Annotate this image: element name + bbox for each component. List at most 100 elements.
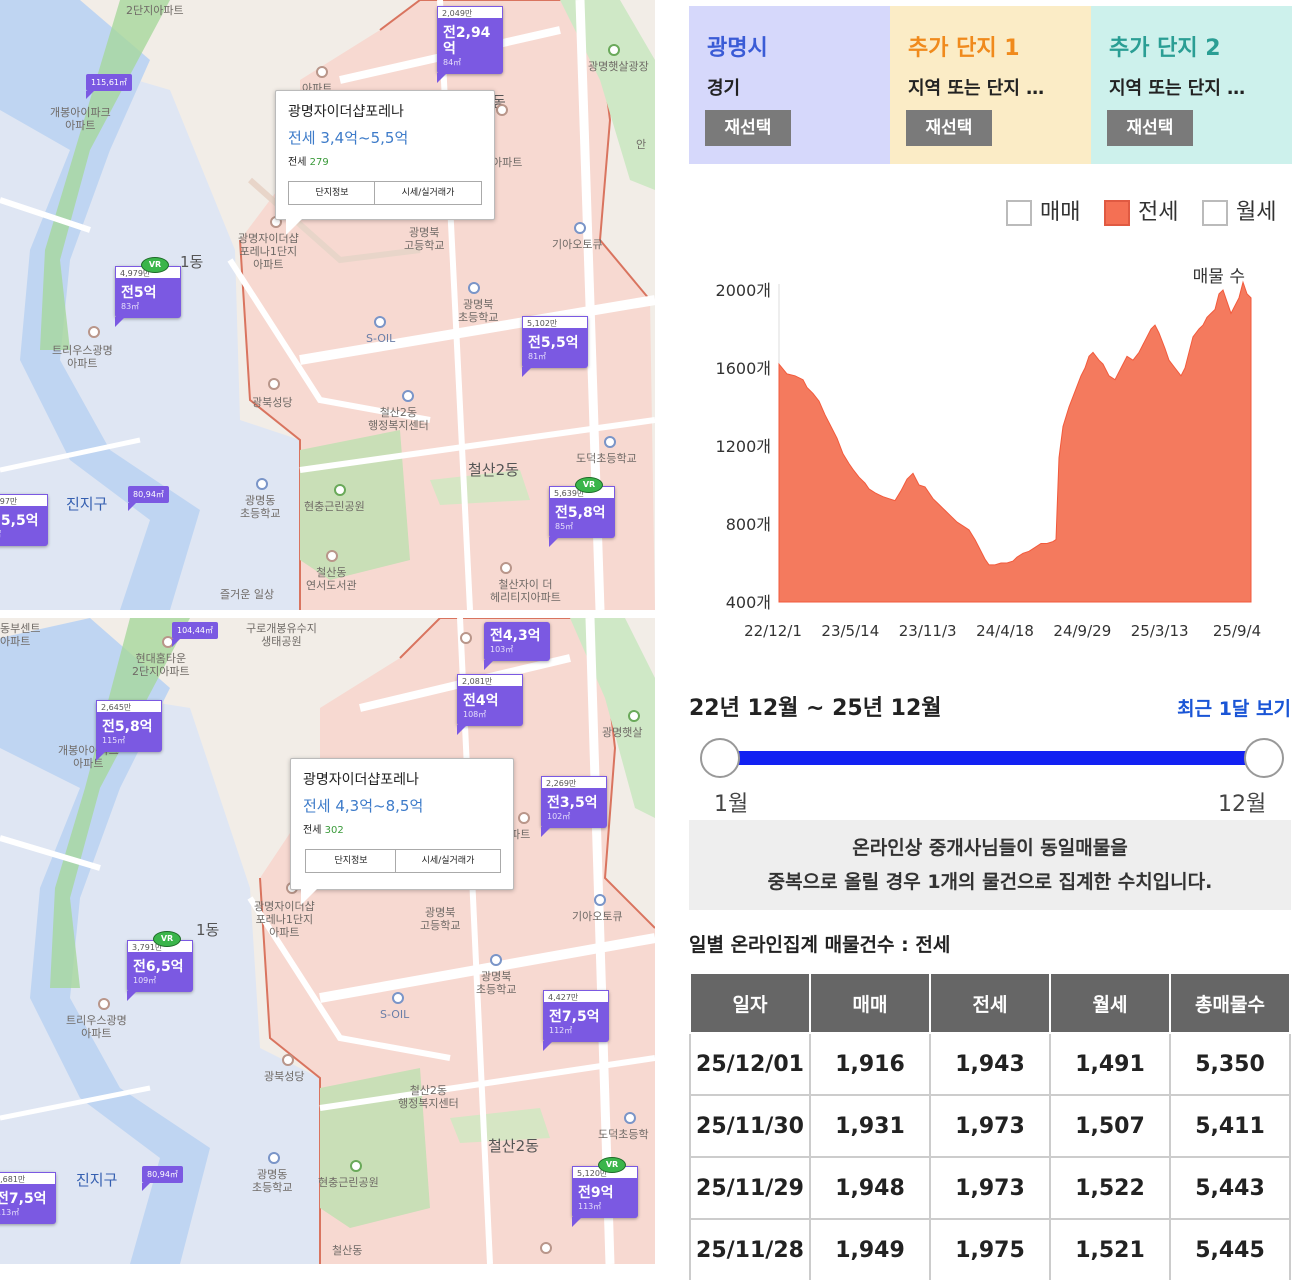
sale-checkbox[interactable]	[1006, 200, 1032, 226]
area-marker[interactable]: 80,94㎡	[128, 486, 169, 511]
region-tab-gwangmyeong[interactable]: 광명시 경기 재선택	[689, 6, 890, 164]
period-slider-track[interactable]	[716, 751, 1264, 765]
marker-area: 112㎡	[549, 1026, 573, 1035]
label-jinjigu: 진지구	[76, 1171, 118, 1189]
price-marker[interactable]: 4,897만 전5,5억 5㎡	[0, 494, 48, 546]
monthly-label: 월세	[1236, 200, 1277, 225]
label-gmdong-elem: 광명동 초등학교	[252, 1168, 293, 1194]
area-marker[interactable]: 115,61㎡	[86, 74, 132, 99]
vr-badge: VR	[575, 477, 603, 493]
price-history-button[interactable]: 시세/실거래가	[395, 849, 501, 873]
region-subtitle: 지역 또는 단지 …	[1109, 78, 1246, 99]
cell-monthly: 1,507	[1049, 1094, 1171, 1158]
period-slider-end-handle[interactable]	[1244, 738, 1284, 778]
label-library: 철산동	[332, 1244, 363, 1257]
recent-month-link[interactable]: 최근 1달 보기	[1177, 698, 1291, 720]
sale-label: 매매	[1040, 200, 1081, 225]
reselect-button[interactable]: 재선택	[705, 110, 791, 146]
government-icon	[402, 390, 414, 402]
reselect-button[interactable]: 재선택	[1107, 110, 1193, 146]
table-header-row: 일자 매매 전세 월세 총매물수	[689, 972, 1291, 1034]
complex-popup[interactable]: 광명자이더샵포레나 전세 4,3억~8,5억 전세 302 단지정보 시세/실거…	[290, 758, 514, 905]
monthly-checkbox[interactable]	[1202, 200, 1228, 226]
region-title: 추가 단지 1	[908, 36, 1020, 61]
marker-area: 5㎡	[0, 529, 48, 546]
marker-price: 전7,5억	[0, 1191, 47, 1207]
marker-area: 113㎡	[0, 1208, 20, 1217]
price-marker[interactable]: VR 5,120만 전9억 113㎡	[572, 1157, 638, 1227]
label-cheolsan2: 철산2동	[488, 1137, 539, 1155]
x-tick-label: 25/9/4	[1213, 622, 1261, 640]
price-marker[interactable]: 4,427만 전7,5억 112㎡	[543, 990, 609, 1051]
label-soil: S-OIL	[366, 332, 396, 345]
marker-area: 113㎡	[578, 1202, 602, 1211]
col-total: 총매물수	[1169, 972, 1291, 1034]
period-slider-start-handle[interactable]	[700, 738, 740, 778]
x-tick-label: 23/5/14	[821, 622, 879, 640]
region-subtitle: 지역 또는 단지 …	[908, 78, 1045, 99]
cell-monthly: 1,491	[1049, 1032, 1171, 1096]
price-marker[interactable]: VR 5,639만 전5,8억 85㎡	[549, 477, 615, 547]
label-library: 철산동 연서도서관	[306, 566, 357, 592]
region-tab-extra-2[interactable]: 추가 단지 2 지역 또는 단지 … 재선택	[1091, 6, 1292, 164]
legend-sale[interactable]: 매매	[1006, 194, 1080, 228]
y-tick-label: 1600개	[716, 359, 771, 378]
price-marker[interactable]: 4,681만 전7,5억 113㎡	[0, 1172, 56, 1224]
gas-station-icon	[374, 316, 386, 328]
popup-price-range: 전세 4,3억~8,5억	[303, 797, 424, 815]
label-soil: S-OIL	[380, 1008, 410, 1021]
marker-price: 전4,3억	[490, 628, 541, 644]
table-row: 25/12/01 1,916 1,943 1,491 5,350	[689, 1032, 1291, 1096]
park-icon	[608, 44, 620, 56]
price-history-button[interactable]: 시세/실거래가	[374, 181, 482, 205]
reselect-button[interactable]: 재선택	[906, 110, 992, 146]
marker-price: 전3,5억	[547, 795, 598, 811]
label-gmdong-elem: 광명동 초등학교	[240, 494, 281, 520]
area-marker[interactable]: 80,94㎡	[142, 1166, 183, 1191]
complex-popup[interactable]: 광명자이더샵포레나 전세 3,4억~5,5억 전세 279 단지정보 시세/실거…	[275, 90, 495, 235]
daily-listings-table: 일자 매매 전세 월세 총매물수 25/12/01 1,916 1,943 1,…	[689, 972, 1291, 1280]
map-bottom[interactable]: 동부센트 아파트 현대홈타운 2단지아파트 구로개봉유수지 생태공원 개봉아이파…	[0, 618, 655, 1264]
complex-info-button[interactable]: 단지정보	[305, 849, 397, 873]
marker-price-per: 2,645만	[96, 700, 162, 713]
label-dodeok: 도덕초등학	[598, 1128, 649, 1141]
park-icon	[628, 710, 640, 722]
school-icon	[468, 282, 480, 294]
price-marker[interactable]: 전4,3억 103㎡	[484, 622, 550, 670]
label-park: 현충근린공원	[304, 500, 365, 513]
label-gm-high: 광명북 고등학교	[404, 226, 445, 252]
listing-count-chart[interactable]: 2000개 1600개 1200개 800개 400개 22/12/1 23/5/14 23/…	[689, 250, 1311, 650]
price-marker[interactable]: VR 4,979만 전5억 83㎡	[115, 257, 181, 327]
price-marker[interactable]: 2,645만 전5,8억 115㎡	[96, 700, 162, 761]
price-marker[interactable]: 2,081만 전4억 108㎡	[457, 674, 523, 735]
vr-badge: VR	[598, 1157, 626, 1173]
aggregation-notice: 온라인상 중개사님들이 동일매물을 중복으로 올릴 경우 1개의 물건으로 집계…	[689, 820, 1291, 910]
area-marker[interactable]: 104,44㎡	[172, 622, 218, 647]
map-top[interactable]: 2단지아파트 개봉아이파크 아파트 1동 광명자이더샵 포레나1단지 아파트 아…	[0, 0, 655, 610]
label-dodeok: 도덕초등학교	[576, 452, 637, 465]
label-park: 현충근린공원	[318, 1176, 379, 1189]
label-gm-elem: 광명북 초등학교	[476, 970, 517, 996]
legend-jeonse[interactable]: 전세	[1104, 194, 1178, 228]
jeonse-checkbox[interactable]	[1104, 200, 1130, 226]
price-marker[interactable]: 5,102만 전5,5억 81㎡	[522, 316, 588, 377]
label-gaebong-ipark: 개봉아이파크 아파트	[50, 106, 111, 132]
table-row: 25/11/28 1,949 1,975 1,521 5,445	[689, 1218, 1291, 1280]
price-marker[interactable]: 2,269만 전3,5억 102㎡	[541, 776, 607, 837]
label-heritage: 철산자이 더 헤리티지아파트	[490, 578, 561, 604]
marker-area: 85㎡	[555, 522, 574, 531]
marker-price: 전5,8억	[102, 719, 153, 735]
marker-price-per: 2,269만	[541, 776, 607, 789]
price-marker[interactable]: 2,049만 전2,94억 84㎡	[437, 6, 503, 83]
legend-monthly[interactable]: 월세	[1202, 194, 1276, 228]
apartment-icon	[98, 998, 110, 1010]
period-label: 22년 12월 ~ 25년 12월	[689, 696, 942, 721]
region-tab-extra-1[interactable]: 추가 단지 1 지역 또는 단지 … 재선택	[890, 6, 1091, 164]
apartment-icon	[460, 632, 472, 644]
price-marker[interactable]: VR 3,791만 전6,5억 109㎡	[127, 931, 193, 1001]
region-title: 추가 단지 2	[1109, 36, 1221, 61]
marker-area: 115㎡	[102, 736, 126, 745]
complex-info-button[interactable]: 단지정보	[288, 181, 376, 205]
marker-price: 전6,5억	[133, 959, 184, 975]
marker-price-per: 2,049만	[437, 6, 503, 19]
